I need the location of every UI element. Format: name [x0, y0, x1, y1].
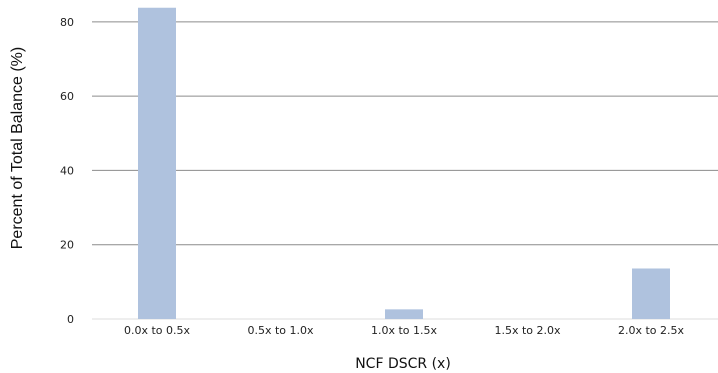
bar — [385, 309, 423, 319]
y-tick-label: 40 — [60, 164, 74, 177]
y-tick-label: 20 — [60, 239, 74, 252]
y-tick-label: 80 — [60, 16, 74, 29]
y-tick-labels: 0 20 40 60 80 — [60, 16, 74, 326]
x-tick-label: 0.5x to 1.0x — [247, 324, 314, 337]
x-tick-label: 0.0x to 0.5x — [124, 324, 191, 337]
x-tick-labels: 0.0x to 0.5x 0.5x to 1.0x 1.0x to 1.5x 1.5x… — [124, 324, 685, 337]
bar — [632, 268, 670, 319]
x-tick-label: 1.5x to 2.0x — [494, 324, 561, 337]
gridlines — [92, 21, 718, 320]
y-axis-title: Percent of Total Balance (%) — [9, 47, 26, 249]
x-tick-label: 1.0x to 1.5x — [371, 324, 438, 337]
bars — [138, 7, 670, 319]
x-tick-label: 2.0x to 2.5x — [618, 324, 685, 337]
y-tick-label: 0 — [67, 313, 74, 326]
bar — [138, 7, 176, 319]
x-axis-title: NCF DSCR (x) — [355, 356, 451, 372]
y-tick-label: 60 — [60, 90, 74, 103]
